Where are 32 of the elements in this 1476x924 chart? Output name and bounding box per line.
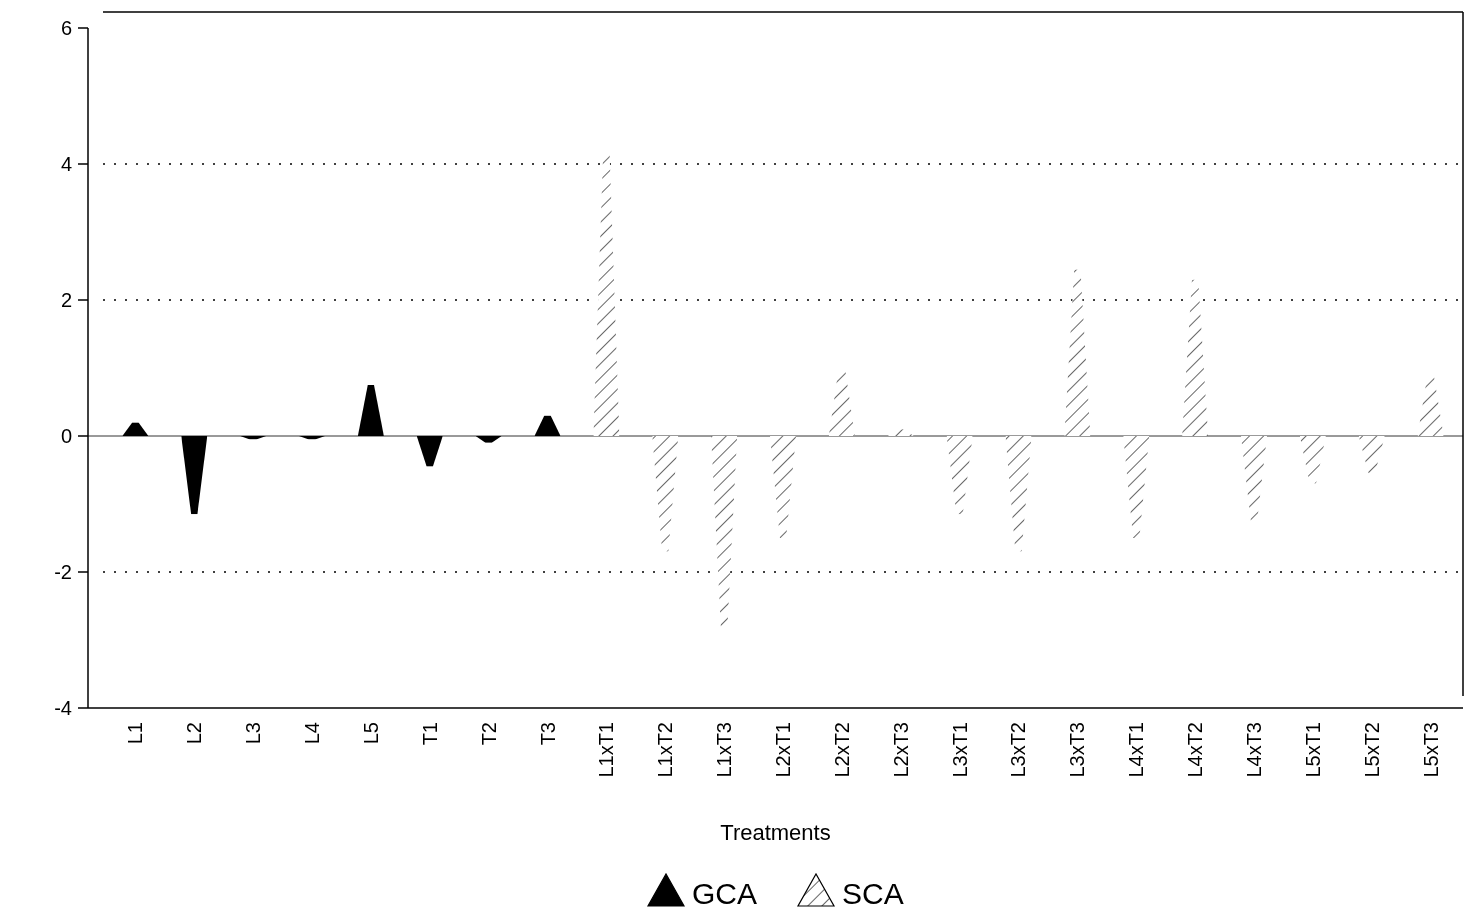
x-tick-label: T2: [477, 722, 500, 746]
x-tick-label: L5: [359, 722, 382, 745]
x-axis-title: Treatments: [720, 820, 831, 845]
y-tick-label: -2: [54, 561, 72, 583]
x-tick-label: L3xT2: [1007, 722, 1030, 778]
y-tick-label: 0: [60, 425, 72, 447]
x-tick-label: T3: [536, 722, 559, 746]
legend-label: GCA: [692, 877, 758, 910]
x-tick-label: L2xT2: [830, 722, 853, 778]
x-tick-label: L1xT2: [654, 722, 677, 778]
x-tick-label: L3: [242, 722, 265, 745]
y-tick-label: -4: [54, 697, 72, 719]
x-tick-label: L2: [183, 722, 206, 745]
x-tick-label: L3xT3: [1066, 722, 1089, 778]
y-tick-label: 2: [60, 289, 72, 311]
x-tick-label: L5xT3: [1419, 722, 1442, 778]
x-tick-label: L3xT1: [948, 722, 971, 778]
x-tick-label: L2xT1: [772, 722, 794, 778]
x-tick-label: T1: [418, 722, 441, 746]
x-tick-label: L4xT1: [1125, 722, 1148, 778]
x-tick-label: L2xT3: [889, 722, 912, 778]
x-tick-label: L5xT2: [1360, 722, 1383, 778]
x-tick-label: L1: [124, 722, 147, 745]
x-tick-label: L4xT3: [1243, 722, 1265, 778]
x-tick-label: L5xT1: [1301, 722, 1324, 778]
y-tick-label: 4: [60, 153, 72, 175]
legend-label: SCA: [842, 877, 904, 910]
x-tick-label: L1xT1: [595, 722, 618, 778]
x-tick-label: L4: [301, 722, 323, 745]
x-tick-label: L1xT3: [713, 722, 736, 778]
x-tick-label: L4xT2: [1184, 722, 1207, 778]
y-tick-label: 6: [60, 17, 72, 39]
